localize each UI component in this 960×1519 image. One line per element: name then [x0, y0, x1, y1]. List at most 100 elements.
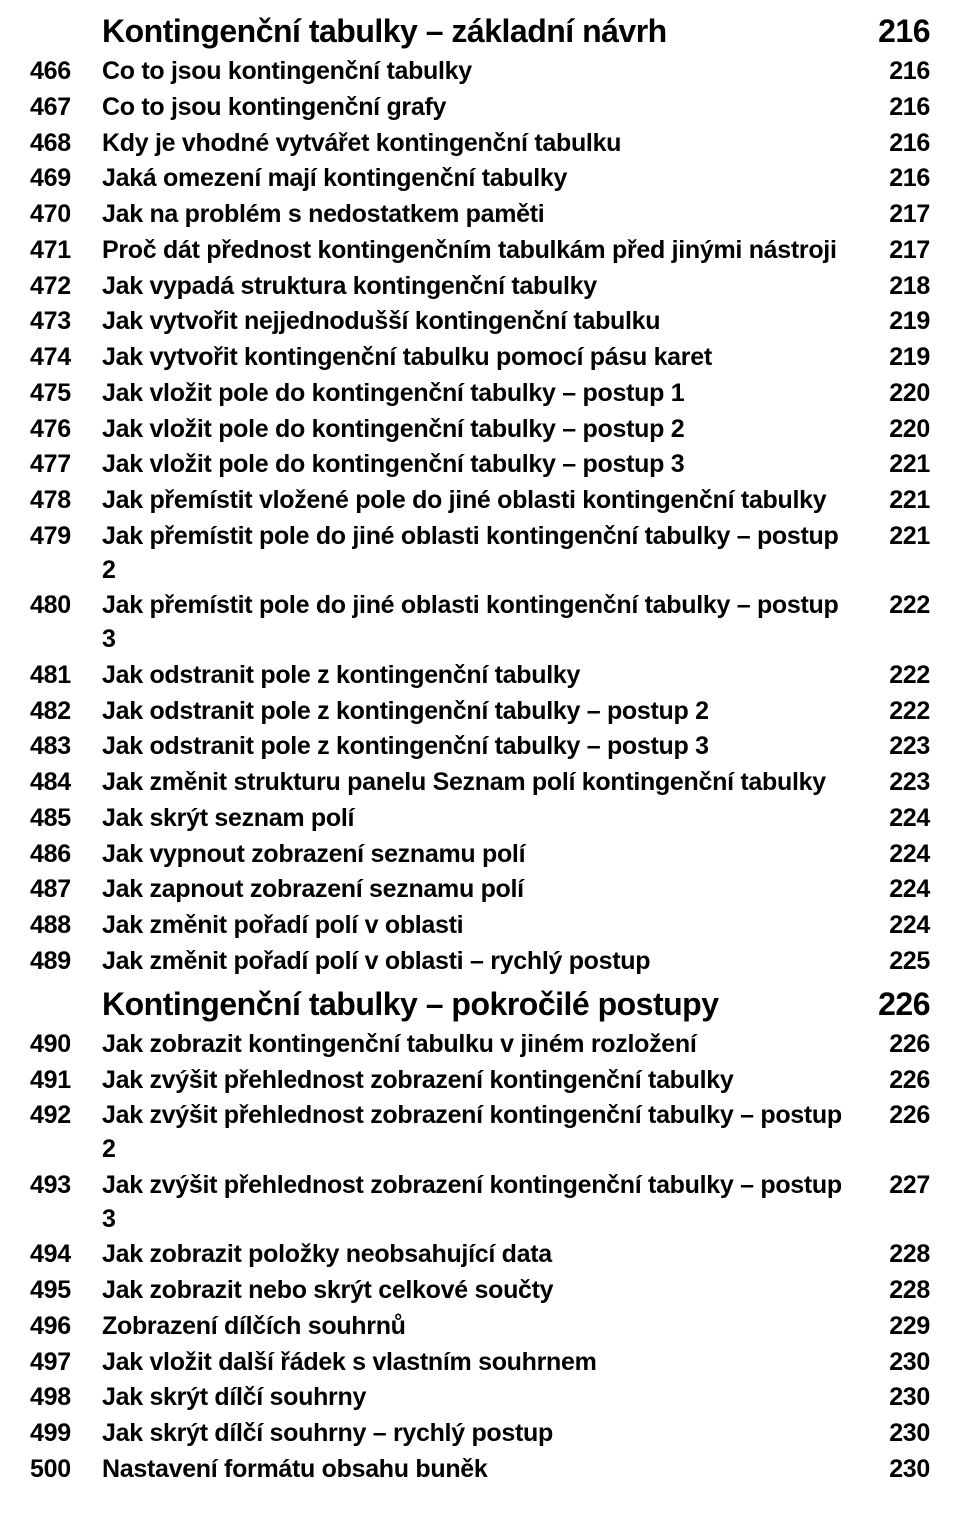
heading-title: Kontingenční tabulky – základní návrh [102, 10, 860, 53]
entry-number: 488 [30, 909, 102, 943]
entry-number: 496 [30, 1310, 102, 1344]
entry-number: 490 [30, 1028, 102, 1062]
toc-entry: 481Jak odstranit pole z kontingenční tab… [30, 659, 930, 693]
entry-number: 494 [30, 1238, 102, 1272]
toc-entry: 496Zobrazení dílčích souhrnů229 [30, 1310, 930, 1344]
entry-title: Kdy je vhodné vytvářet kontingenční tabu… [102, 127, 860, 161]
entry-number: 498 [30, 1381, 102, 1415]
toc-entry: 477Jak vložit pole do kontingenční tabul… [30, 448, 930, 482]
entry-title: Jak skrýt dílčí souhrny [102, 1381, 860, 1415]
entry-title: Jak vložit další řádek s vlastním souhrn… [102, 1346, 860, 1380]
entry-title: Jak vypadá struktura kontingenční tabulk… [102, 270, 860, 304]
entry-page: 226 [860, 1064, 930, 1098]
entry-title: Jak přemístit pole do jiné oblasti konti… [102, 589, 860, 657]
entry-page: 228 [860, 1238, 930, 1272]
entry-title: Co to jsou kontingenční tabulky [102, 55, 860, 89]
entry-title: Jak změnit pořadí polí v oblasti [102, 909, 860, 943]
toc-entry: 472Jak vypadá struktura kontingenční tab… [30, 270, 930, 304]
entry-title: Jak odstranit pole z kontingenční tabulk… [102, 659, 860, 693]
entry-title: Jak odstranit pole z kontingenční tabulk… [102, 730, 860, 764]
section-heading: Kontingenční tabulky – základní návrh216 [30, 10, 930, 53]
entry-number: 480 [30, 589, 102, 623]
entry-page: 222 [860, 695, 930, 729]
toc-entry: 471Proč dát přednost kontingenčním tabul… [30, 234, 930, 268]
entry-number: 468 [30, 127, 102, 161]
entry-page: 226 [860, 1028, 930, 1062]
toc-entry: 500Nastavení formátu obsahu buněk230 [30, 1453, 930, 1487]
entry-page: 216 [860, 127, 930, 161]
entry-number: 500 [30, 1453, 102, 1487]
toc-entry: 499Jak skrýt dílčí souhrny – rychlý post… [30, 1417, 930, 1451]
toc-entry: 488Jak změnit pořadí polí v oblasti224 [30, 909, 930, 943]
entry-title: Jak vložit pole do kontingenční tabulky … [102, 413, 860, 447]
entry-number: 470 [30, 198, 102, 232]
entry-page: 220 [860, 377, 930, 411]
entry-title: Jak odstranit pole z kontingenční tabulk… [102, 695, 860, 729]
toc-entry: 476Jak vložit pole do kontingenční tabul… [30, 413, 930, 447]
entry-title: Jak vložit pole do kontingenční tabulky … [102, 448, 860, 482]
toc-entry: 475Jak vložit pole do kontingenční tabul… [30, 377, 930, 411]
entry-title: Jak přemístit vložené pole do jiné oblas… [102, 484, 860, 518]
entry-title: Jak vytvořit nejjednodušší kontingenční … [102, 305, 860, 339]
entry-page: 222 [860, 589, 930, 623]
entry-title: Jak zobrazit položky neobsahující data [102, 1238, 860, 1272]
entry-title: Jak na problém s nedostatkem paměti [102, 198, 860, 232]
entry-number: 479 [30, 520, 102, 554]
entry-number: 493 [30, 1169, 102, 1203]
entry-page: 226 [860, 1099, 930, 1133]
entry-title: Jak zobrazit kontingenční tabulku v jiné… [102, 1028, 860, 1062]
toc-entry: 494Jak zobrazit položky neobsahující dat… [30, 1238, 930, 1272]
entry-number: 472 [30, 270, 102, 304]
toc-entry: 470Jak na problém s nedostatkem paměti21… [30, 198, 930, 232]
entry-page: 217 [860, 198, 930, 232]
entry-number: 476 [30, 413, 102, 447]
entry-title: Jak vložit pole do kontingenční tabulky … [102, 377, 860, 411]
heading-page: 226 [860, 983, 930, 1026]
entry-title: Jaká omezení mají kontingenční tabulky [102, 162, 860, 196]
entry-page: 224 [860, 802, 930, 836]
entry-number: 486 [30, 838, 102, 872]
entry-page: 216 [860, 91, 930, 125]
entry-page: 220 [860, 413, 930, 447]
entry-title: Nastavení formátu obsahu buněk [102, 1453, 860, 1487]
entry-number: 487 [30, 873, 102, 907]
toc-entry: 468Kdy je vhodné vytvářet kontingenční t… [30, 127, 930, 161]
entry-title: Jak zvýšit přehlednost zobrazení konting… [102, 1099, 860, 1167]
toc-entry: 489Jak změnit pořadí polí v oblasti – ry… [30, 945, 930, 979]
entry-title: Jak zapnout zobrazení seznamu polí [102, 873, 860, 907]
toc-entry: 486Jak vypnout zobrazení seznamu polí224 [30, 838, 930, 872]
entry-title: Jak zvýšit přehlednost zobrazení konting… [102, 1169, 860, 1237]
entry-title: Jak změnit strukturu panelu Seznam polí … [102, 766, 860, 800]
entry-title: Jak změnit pořadí polí v oblasti – rychl… [102, 945, 860, 979]
entry-page: 219 [860, 341, 930, 375]
toc-entry: 467Co to jsou kontingenční grafy216 [30, 91, 930, 125]
entry-title: Jak zobrazit nebo skrýt celkové součty [102, 1274, 860, 1308]
entry-page: 230 [860, 1346, 930, 1380]
entry-number: 466 [30, 55, 102, 89]
toc-entry: 466Co to jsou kontingenční tabulky216 [30, 55, 930, 89]
entry-number: 474 [30, 341, 102, 375]
entry-number: 473 [30, 305, 102, 339]
toc-entry: 469Jaká omezení mají kontingenční tabulk… [30, 162, 930, 196]
heading-page: 216 [860, 10, 930, 53]
toc-entry: 493Jak zvýšit přehlednost zobrazení kont… [30, 1169, 930, 1237]
entry-page: 221 [860, 520, 930, 554]
entry-title: Jak skrýt seznam polí [102, 802, 860, 836]
entry-number: 492 [30, 1099, 102, 1133]
entry-page: 224 [860, 909, 930, 943]
entry-page: 223 [860, 766, 930, 800]
entry-page: 218 [860, 270, 930, 304]
toc-page: Kontingenční tabulky – základní návrh216… [0, 0, 960, 1519]
toc-entry: 478Jak přemístit vložené pole do jiné ob… [30, 484, 930, 518]
toc-entry: 474Jak vytvořit kontingenční tabulku pom… [30, 341, 930, 375]
toc-entry: 497Jak vložit další řádek s vlastním sou… [30, 1346, 930, 1380]
entry-page: 229 [860, 1310, 930, 1344]
entry-page: 230 [860, 1453, 930, 1487]
entry-page: 224 [860, 873, 930, 907]
toc-entry: 487Jak zapnout zobrazení seznamu polí224 [30, 873, 930, 907]
toc-entry: 495Jak zobrazit nebo skrýt celkové součt… [30, 1274, 930, 1308]
entry-number: 485 [30, 802, 102, 836]
entry-title: Proč dát přednost kontingenčním tabulkám… [102, 234, 860, 268]
entry-page: 216 [860, 162, 930, 196]
toc-entry: 484Jak změnit strukturu panelu Seznam po… [30, 766, 930, 800]
